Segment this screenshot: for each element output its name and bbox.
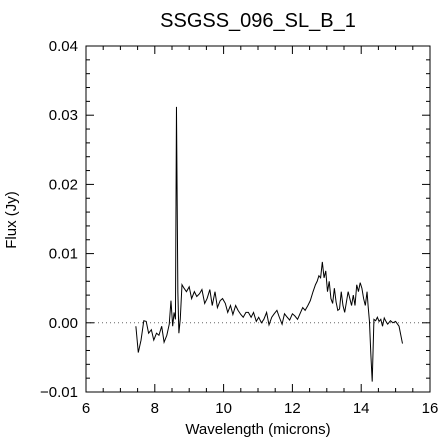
y-axis-ticks: −0.01 0.00 0.01 0.02 0.03 0.04 <box>40 38 430 401</box>
x-axis-ticks: 6 8 10 12 14 16 <box>82 46 439 417</box>
y-tick-label: 0.01 <box>49 246 78 263</box>
y-tick-label: 0.00 <box>49 315 78 332</box>
spectrum-series-line <box>135 106 403 382</box>
y-axis-label: Flux (Jy) <box>3 191 20 249</box>
y-tick-label: 0.02 <box>49 176 78 193</box>
x-tick-label: 16 <box>422 400 439 417</box>
x-tick-label: 8 <box>151 400 159 417</box>
y-tick-label: 0.03 <box>49 107 78 124</box>
x-tick-label: 10 <box>215 400 232 417</box>
x-tick-label: 12 <box>284 400 301 417</box>
chart-title: SSGSS_096_SL_B_1 <box>160 10 356 32</box>
x-axis-label: Wavelength (microns) <box>185 421 330 438</box>
x-tick-label: 14 <box>353 400 370 417</box>
y-tick-label: −0.01 <box>40 384 78 401</box>
x-tick-label: 6 <box>82 400 90 417</box>
y-tick-label: 0.04 <box>49 38 78 55</box>
